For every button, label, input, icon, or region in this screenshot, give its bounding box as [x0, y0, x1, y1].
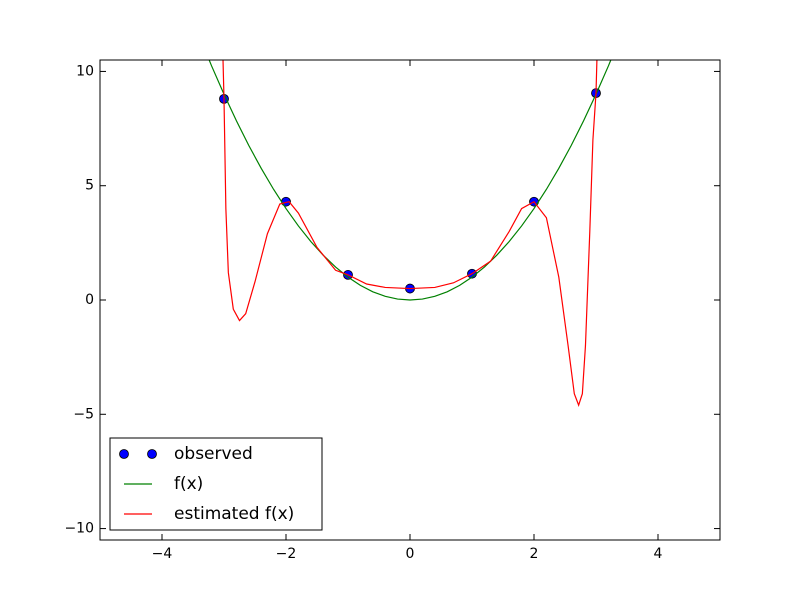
legend-label: estimated f(x) — [174, 504, 294, 524]
legend-label: f(x) — [174, 474, 203, 494]
x-tick-label: 4 — [654, 546, 663, 562]
x-tick-label: −2 — [276, 546, 297, 562]
x-tick-label: 2 — [530, 546, 539, 562]
y-tick-label: 0 — [85, 292, 94, 308]
legend-swatch — [119, 449, 129, 459]
y-tick-label: −10 — [64, 521, 94, 537]
x-tick-label: −4 — [152, 546, 173, 562]
plot-area — [208, 60, 612, 407]
x-tick-label: 0 — [406, 546, 415, 562]
series-line — [222, 60, 598, 407]
legend-label: observed — [174, 444, 253, 464]
y-tick-label: 5 — [85, 178, 94, 194]
series-line — [208, 60, 612, 301]
y-tick-label: −5 — [73, 406, 94, 422]
legend-swatch — [147, 449, 157, 459]
y-tick-label: 10 — [76, 63, 94, 79]
